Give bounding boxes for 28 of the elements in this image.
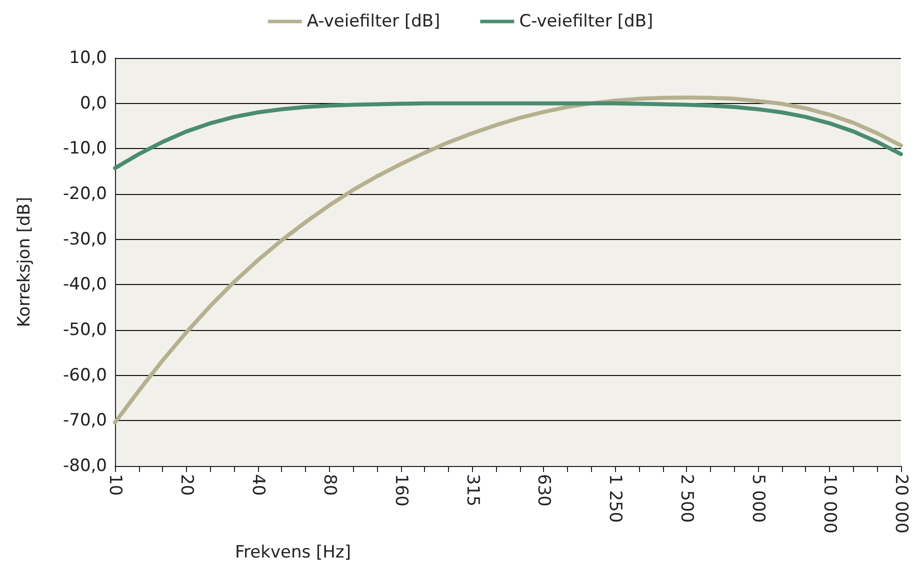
line-series [113, 101, 903, 170]
y-tick-label: -50,0 [63, 320, 107, 340]
y-tick-label: 0,0 [80, 93, 107, 114]
y-axis-title: Korreksjon [dB] [14, 196, 34, 328]
x-tick-label: 160 [390, 474, 411, 506]
x-tick-label: 1 250 [605, 474, 626, 523]
y-tick-label: -60,0 [63, 365, 107, 386]
x-tick-label: 315 [462, 474, 482, 506]
y-tick-label: 10,0 [69, 48, 107, 68]
legend-label: A-veiefilter [dB] [306, 12, 440, 32]
x-tick-label: 630 [534, 474, 554, 506]
y-tick-label: -30,0 [63, 229, 107, 250]
x-axis-title: Frekvens [Hz] [235, 542, 351, 562]
x-tick-label: 20 000 [891, 474, 911, 534]
x-tick-label: 10 [105, 474, 125, 496]
y-tick-label: -20,0 [63, 184, 107, 204]
x-tick-label: 20 [176, 474, 196, 496]
y-tick-label: -80,0 [63, 456, 107, 476]
x-tick-label: 40 [248, 474, 268, 496]
x-tick-label: 80 [319, 474, 340, 496]
x-tick-label: 10 000 [820, 474, 840, 534]
y-tick-label: -40,0 [63, 274, 107, 295]
line-series [113, 95, 903, 424]
x-tick-label: 5 000 [748, 474, 768, 523]
x-tick-label: 2 500 [676, 474, 697, 523]
y-tick-label: -10,0 [63, 138, 107, 159]
legend-label: C-veiefilter [dB] [519, 12, 654, 32]
y-tick-label: -70,0 [63, 410, 107, 431]
